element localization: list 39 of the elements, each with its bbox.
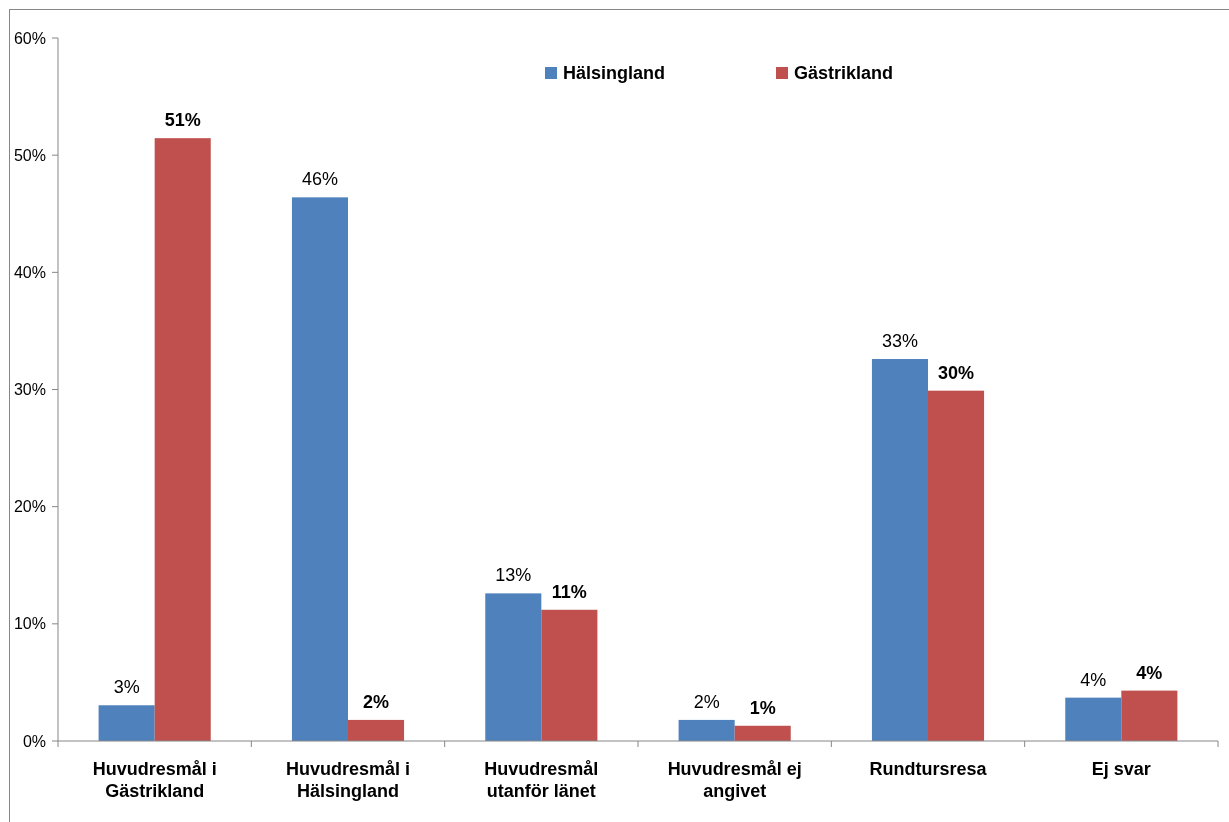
data-label: 11% xyxy=(551,581,587,602)
bar xyxy=(291,197,348,741)
data-label: 2% xyxy=(693,691,720,712)
x-tick-label: Huvudresmål utanför länet xyxy=(484,759,599,801)
x-tick-label: Ej svar xyxy=(1091,759,1151,779)
bar xyxy=(541,609,598,741)
y-tick-label: 10% xyxy=(13,615,46,633)
legend-label: Hälsingland xyxy=(563,63,666,84)
data-label: 46% xyxy=(301,169,338,190)
bar xyxy=(98,705,155,741)
legend-label: Gästrikland xyxy=(794,63,894,84)
data-label: 33% xyxy=(881,331,918,352)
data-label: 30% xyxy=(938,362,975,383)
y-tick-label: 20% xyxy=(13,498,46,516)
x-tick-label: Huvudresmål i Gästrikland xyxy=(92,759,217,801)
y-tick-label: 30% xyxy=(13,381,46,399)
data-label: 3% xyxy=(113,677,140,698)
data-label: 13% xyxy=(495,565,532,586)
x-tick-label: Huvudresmål i Hälsingland xyxy=(285,759,411,801)
bar xyxy=(485,593,542,741)
y-tick-label: 40% xyxy=(13,263,46,281)
x-tick-label: Huvudresmål ej angivet xyxy=(667,759,802,801)
bar xyxy=(734,725,791,741)
bar xyxy=(1065,697,1122,741)
data-label: 4% xyxy=(1080,669,1107,690)
bar xyxy=(1121,690,1178,741)
bar xyxy=(348,719,405,741)
bar xyxy=(154,138,211,741)
y-tick-label: 0% xyxy=(22,732,46,750)
bar xyxy=(871,359,928,741)
bar xyxy=(678,719,735,741)
bar xyxy=(928,390,985,741)
data-label: 51% xyxy=(164,110,201,131)
y-tick-label: 60% xyxy=(13,29,46,47)
x-tick-label: Rundtursresa xyxy=(869,759,988,779)
data-label: 2% xyxy=(363,691,390,712)
data-label: 4% xyxy=(1136,662,1163,683)
data-label: 1% xyxy=(749,697,776,718)
y-tick-label: 50% xyxy=(13,146,46,164)
